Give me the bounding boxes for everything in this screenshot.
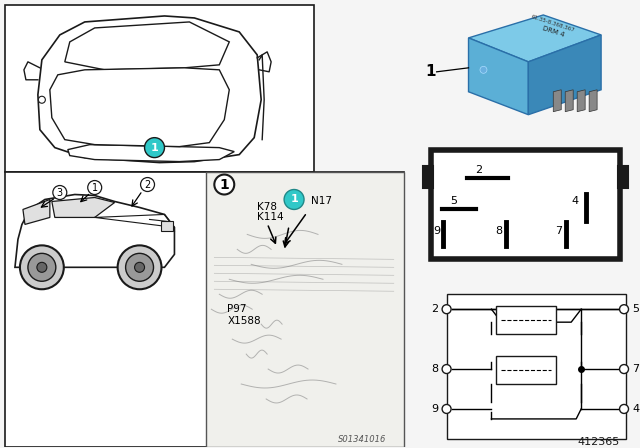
- Circle shape: [118, 246, 161, 289]
- Circle shape: [145, 138, 164, 158]
- Bar: [431, 150, 620, 259]
- Circle shape: [28, 254, 56, 281]
- Polygon shape: [38, 16, 261, 163]
- Text: 8: 8: [495, 226, 502, 237]
- Bar: [447, 294, 626, 439]
- Text: 2: 2: [145, 180, 150, 190]
- Text: 4: 4: [572, 197, 579, 207]
- Polygon shape: [15, 194, 175, 267]
- Polygon shape: [68, 145, 234, 162]
- Bar: [497, 306, 556, 334]
- Circle shape: [37, 263, 47, 272]
- Polygon shape: [50, 68, 229, 146]
- Text: 3: 3: [57, 188, 63, 198]
- Circle shape: [284, 190, 304, 210]
- Polygon shape: [468, 15, 601, 62]
- Bar: [497, 356, 556, 384]
- Circle shape: [134, 263, 145, 272]
- Circle shape: [141, 177, 154, 191]
- Text: 7: 7: [555, 226, 562, 237]
- Polygon shape: [65, 22, 229, 70]
- Text: DRM 4: DRM 4: [541, 26, 565, 38]
- Circle shape: [620, 305, 628, 314]
- Polygon shape: [23, 199, 50, 224]
- Text: X1588: X1588: [227, 316, 261, 326]
- Text: 61.35-8.368.367: 61.35-8.368.367: [531, 14, 576, 34]
- Text: 7: 7: [632, 364, 639, 374]
- Circle shape: [620, 365, 628, 374]
- Circle shape: [53, 185, 67, 199]
- Bar: [5, 172, 404, 447]
- Text: 9: 9: [431, 404, 438, 414]
- Polygon shape: [468, 38, 529, 115]
- Text: 1: 1: [220, 177, 229, 192]
- Text: 4: 4: [632, 404, 639, 414]
- Text: 1: 1: [290, 194, 298, 204]
- Text: N17: N17: [311, 197, 332, 207]
- Bar: [422, 166, 433, 188]
- Polygon shape: [577, 90, 585, 112]
- Text: 2: 2: [431, 304, 438, 314]
- Circle shape: [88, 181, 102, 194]
- Text: S01341016: S01341016: [339, 435, 387, 444]
- Bar: [5, 5, 314, 172]
- Circle shape: [620, 405, 628, 414]
- Text: K114: K114: [257, 212, 284, 223]
- Text: 9: 9: [433, 226, 440, 237]
- Circle shape: [38, 96, 45, 103]
- Circle shape: [480, 66, 487, 73]
- Circle shape: [442, 405, 451, 414]
- Circle shape: [214, 175, 234, 194]
- Circle shape: [442, 365, 451, 374]
- Text: 5: 5: [632, 304, 639, 314]
- Text: P97: P97: [227, 304, 247, 314]
- Polygon shape: [52, 198, 115, 217]
- Polygon shape: [529, 35, 601, 115]
- Polygon shape: [565, 90, 573, 112]
- Circle shape: [20, 246, 64, 289]
- Text: 1: 1: [92, 182, 98, 193]
- Text: 412365: 412365: [578, 437, 620, 447]
- Text: K78: K78: [257, 202, 277, 212]
- Text: 2: 2: [475, 164, 482, 175]
- Text: 1: 1: [426, 65, 436, 79]
- Text: 8: 8: [431, 364, 438, 374]
- Circle shape: [442, 305, 451, 314]
- Polygon shape: [589, 90, 597, 112]
- Bar: [206, 172, 404, 447]
- Text: 1: 1: [150, 142, 158, 153]
- Bar: [161, 221, 173, 232]
- Bar: [618, 166, 628, 188]
- Circle shape: [125, 254, 154, 281]
- Text: 5: 5: [450, 197, 457, 207]
- Polygon shape: [553, 90, 561, 112]
